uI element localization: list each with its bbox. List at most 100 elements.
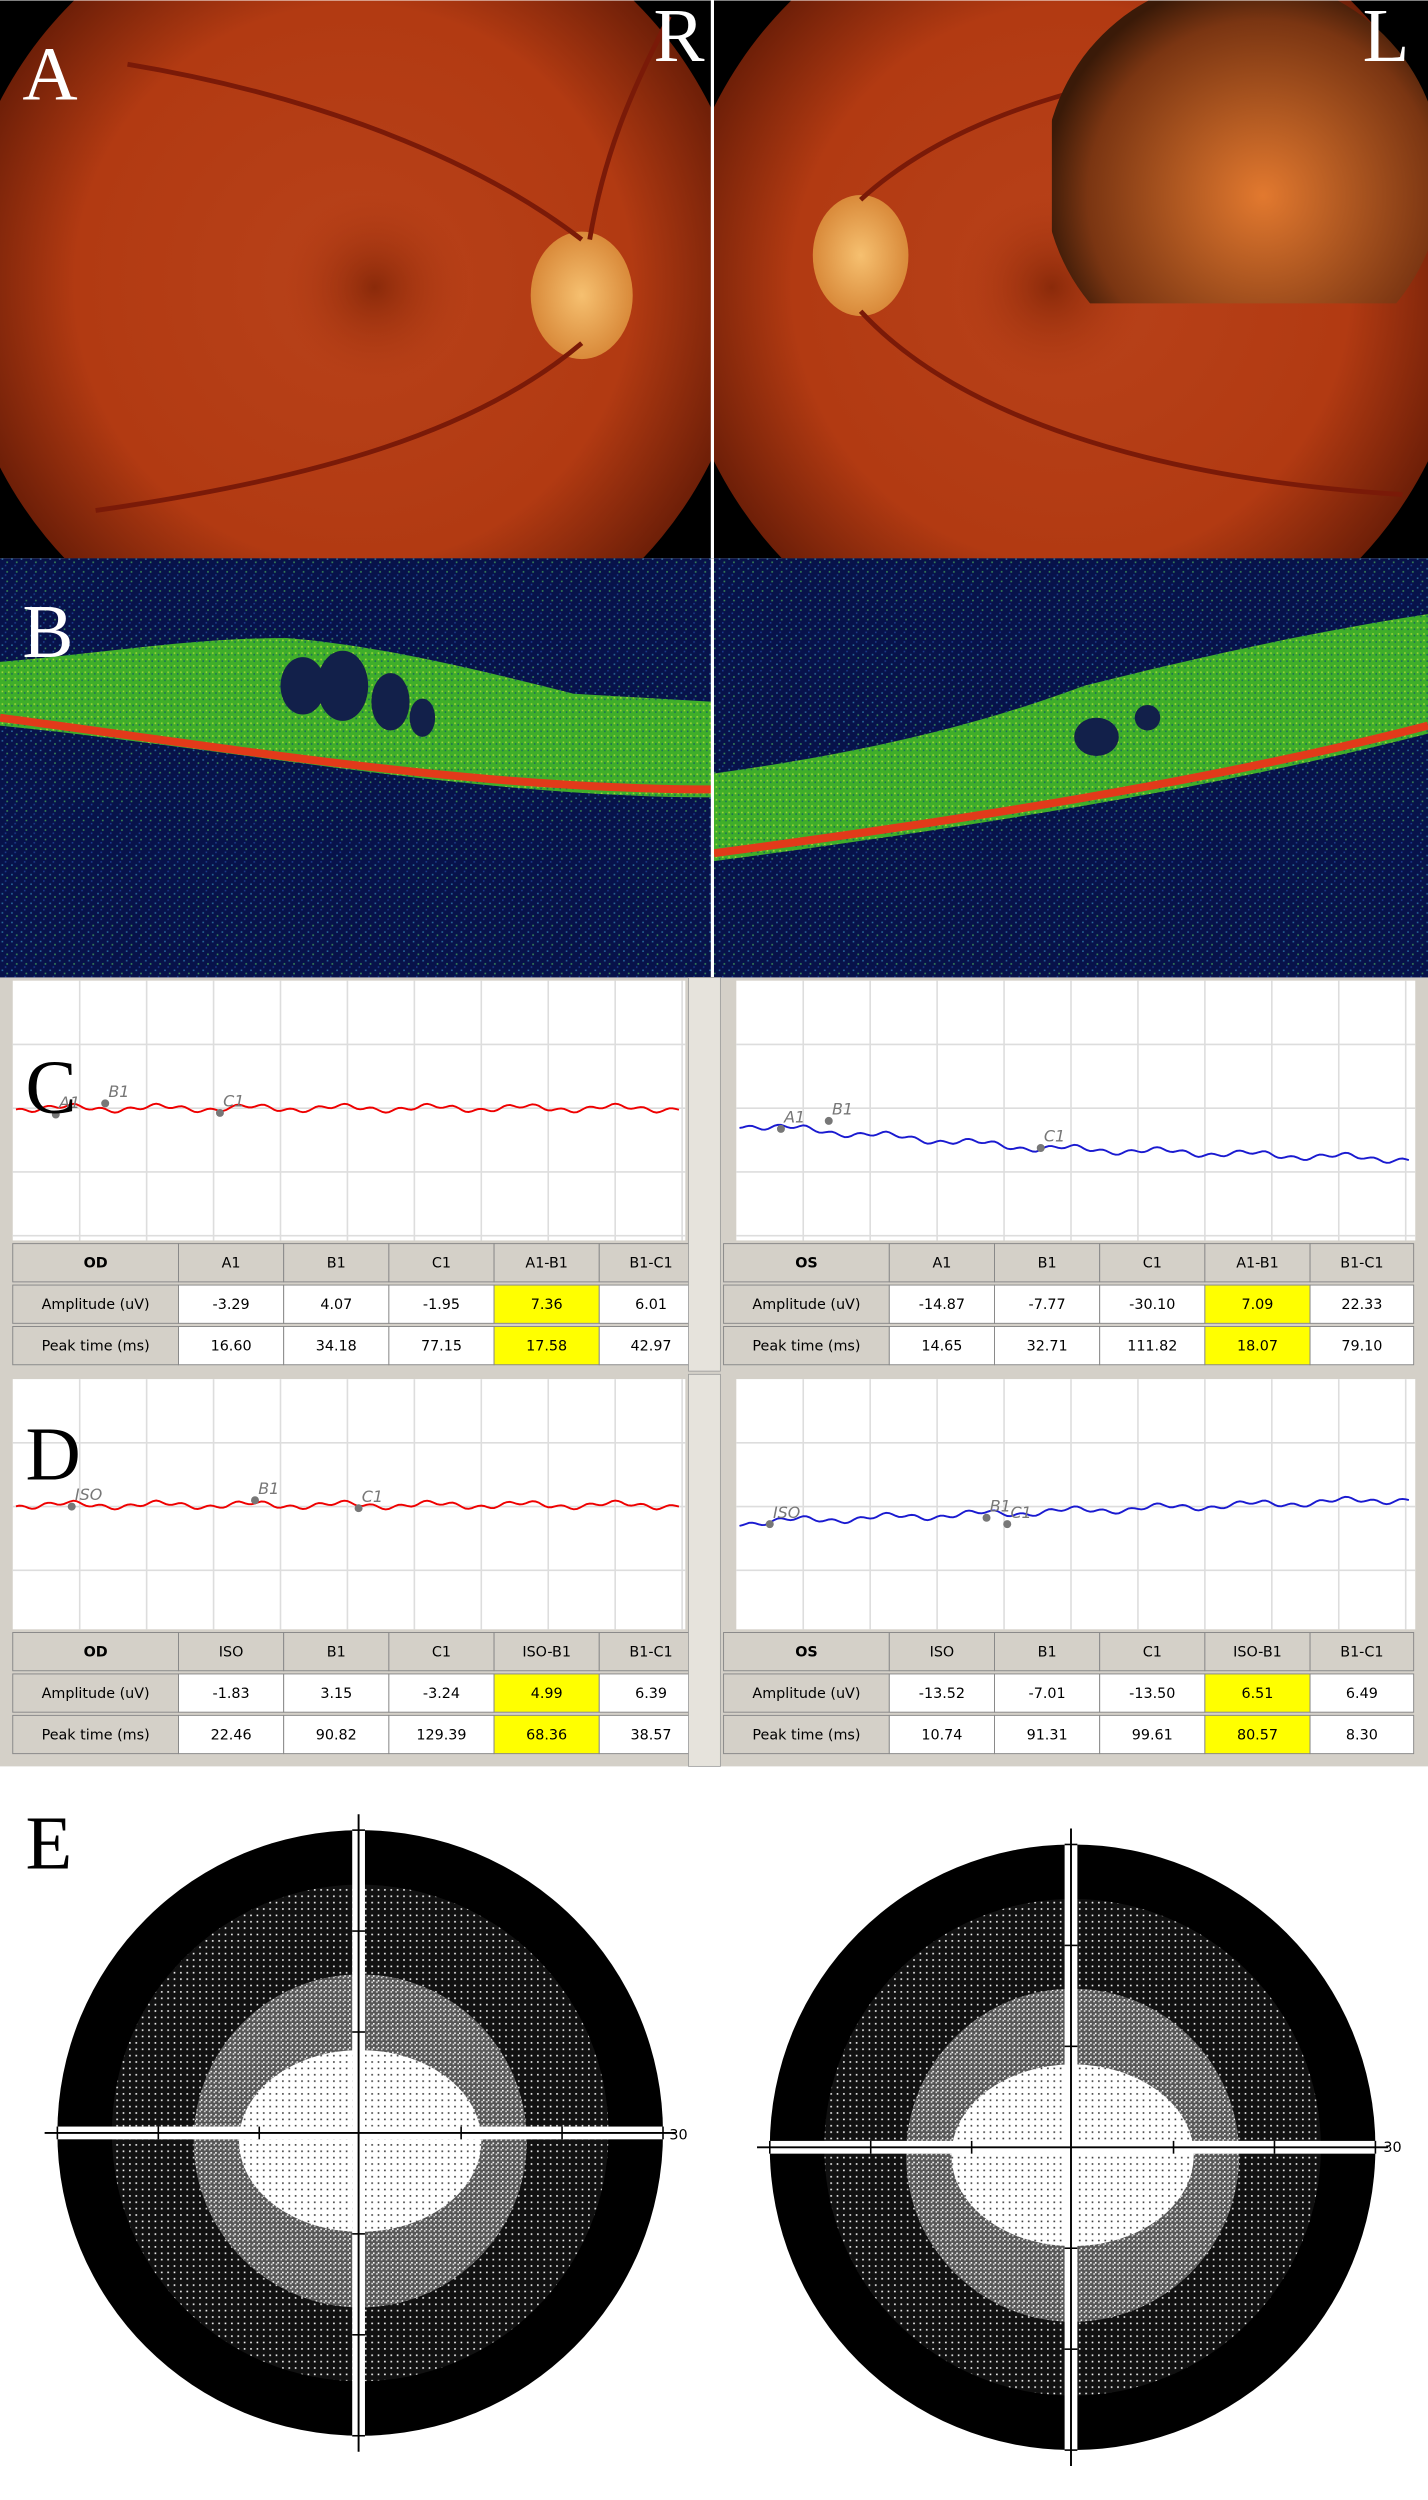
table-value: 129.39 xyxy=(416,1727,466,1743)
table-header: C1 xyxy=(1143,1256,1162,1272)
oct-retina xyxy=(0,638,713,798)
table-value: 32.71 xyxy=(1027,1338,1068,1354)
cell-bg xyxy=(1217,1720,1298,1749)
table-cell xyxy=(994,1284,1101,1324)
table-value: 6.51 xyxy=(1242,1686,1274,1702)
divider xyxy=(688,1373,721,1767)
panel-letter: C xyxy=(26,1045,77,1130)
table-cell xyxy=(178,1284,285,1324)
table-cell xyxy=(1309,1284,1415,1324)
table-cell xyxy=(388,1326,495,1366)
table-value: 8.30 xyxy=(1346,1727,1378,1743)
peak-label: C1 xyxy=(223,1092,244,1111)
table-cell xyxy=(1099,1243,1206,1283)
table-header: B1 xyxy=(1038,1256,1057,1272)
panel-letter: E xyxy=(26,1800,73,1885)
trace xyxy=(739,1495,1410,1527)
table-cell xyxy=(888,1284,995,1324)
table-value: 7.36 xyxy=(531,1297,563,1313)
peak-label: B1 xyxy=(108,1082,129,1101)
table-header: ISO xyxy=(219,1644,244,1660)
table-cell xyxy=(1099,1326,1206,1366)
table-header: B1-C1 xyxy=(629,1256,672,1272)
table-cell xyxy=(1309,1243,1415,1283)
table-value: 22.46 xyxy=(211,1727,252,1743)
table-cell xyxy=(12,1632,179,1672)
peak-marker xyxy=(51,1110,60,1119)
table-cell xyxy=(283,1714,390,1755)
peak-marker xyxy=(251,1496,259,1505)
table-cell xyxy=(723,1632,890,1672)
table-cell xyxy=(723,1673,890,1713)
fundus-right-eye xyxy=(0,0,713,559)
cell-bg xyxy=(506,1331,587,1360)
table-header: B1 xyxy=(1038,1644,1057,1660)
table-cell xyxy=(723,1284,890,1324)
table-value: 17.58 xyxy=(526,1338,567,1354)
table-header: A1-B1 xyxy=(525,1256,568,1272)
table-value: -3.24 xyxy=(423,1686,460,1702)
table-cell xyxy=(723,1714,890,1755)
peak-label: C1 xyxy=(1010,1503,1031,1522)
cell-bg xyxy=(506,1720,587,1749)
table-cell xyxy=(1099,1284,1206,1324)
scale-label: 30 xyxy=(669,2127,687,2143)
table-header: OD xyxy=(84,1256,108,1272)
table-cell xyxy=(1309,1673,1415,1713)
table-cell xyxy=(888,1326,995,1366)
table-value: Peak time (ms) xyxy=(752,1338,860,1354)
cell-bg xyxy=(1217,1331,1298,1360)
table-header: B1-C1 xyxy=(629,1644,672,1660)
scale-label: 30 xyxy=(1383,2140,1401,2156)
table-cell xyxy=(178,1673,285,1713)
table-header: OS xyxy=(795,1256,818,1272)
table-cell xyxy=(12,1673,179,1713)
table-cell xyxy=(283,1326,390,1366)
table-header: A1-B1 xyxy=(1236,1256,1279,1272)
peak-label: C1 xyxy=(362,1487,383,1506)
table-cell xyxy=(388,1714,495,1755)
table-cell xyxy=(388,1673,495,1713)
table-cell xyxy=(1204,1632,1311,1672)
table-value: Amplitude (uV) xyxy=(752,1686,860,1702)
table-header: ISO xyxy=(930,1644,955,1660)
table-value: 7.09 xyxy=(1242,1297,1274,1313)
peak-label: C1 xyxy=(1044,1127,1065,1146)
table-cell xyxy=(598,1284,704,1324)
peak-marker xyxy=(1003,1520,1012,1529)
table-cell xyxy=(723,1326,890,1366)
table-cell xyxy=(1099,1673,1206,1713)
table-value: -3.29 xyxy=(213,1297,250,1313)
table-value: -30.10 xyxy=(1129,1297,1175,1313)
graph-bg xyxy=(12,1379,686,1630)
table-cell xyxy=(888,1243,995,1283)
peak-marker xyxy=(776,1124,785,1133)
table-value: 68.36 xyxy=(526,1727,567,1743)
table-value: 6.39 xyxy=(635,1686,667,1702)
table-value: 34.18 xyxy=(316,1338,357,1354)
table-value: 18.07 xyxy=(1237,1338,1278,1354)
peak-marker xyxy=(765,1520,774,1529)
table-value: 91.31 xyxy=(1027,1727,1068,1743)
graph-bg xyxy=(12,980,686,1241)
table-value: 90.82 xyxy=(316,1727,357,1743)
table-cell xyxy=(598,1673,704,1713)
table-value: 80.57 xyxy=(1237,1727,1278,1743)
table-cell xyxy=(1309,1326,1415,1366)
table-cell xyxy=(493,1632,600,1672)
table-cell xyxy=(388,1632,495,1672)
peak-label: ISO xyxy=(75,1485,102,1504)
table-value: -7.01 xyxy=(1029,1686,1066,1702)
trace xyxy=(15,1499,680,1511)
panel-letter: A xyxy=(22,31,77,116)
table-value: 111.82 xyxy=(1127,1338,1177,1354)
table-value: 4.07 xyxy=(320,1297,352,1313)
table-value: 22.33 xyxy=(1341,1297,1382,1313)
table-value: 99.61 xyxy=(1132,1727,1173,1743)
table-value: 79.10 xyxy=(1341,1338,1382,1354)
table-value: 6.01 xyxy=(635,1297,667,1313)
table-value: 14.65 xyxy=(921,1338,962,1354)
peak-marker xyxy=(101,1099,110,1108)
table-value: 77.15 xyxy=(421,1338,462,1354)
